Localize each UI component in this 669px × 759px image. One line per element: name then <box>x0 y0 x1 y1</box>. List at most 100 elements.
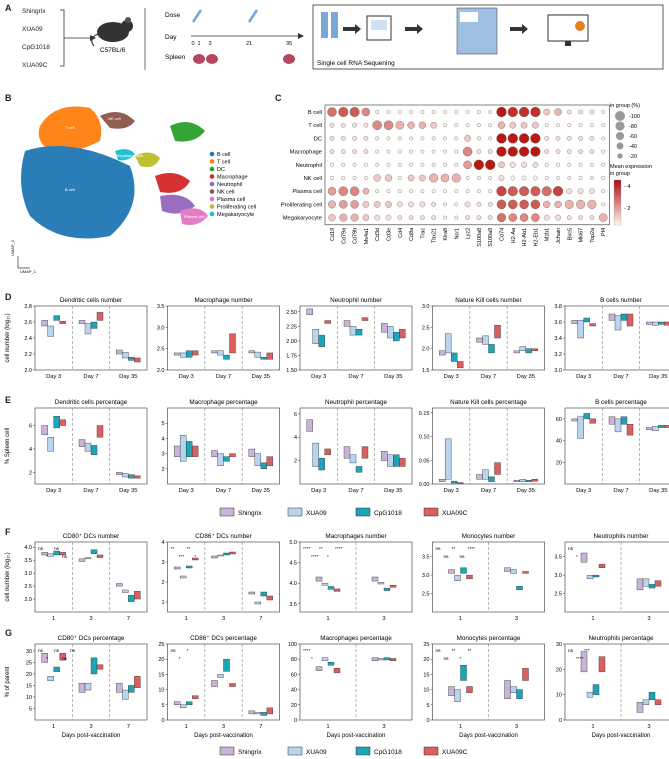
dotplot-dot <box>341 149 346 154</box>
bar-range <box>454 689 461 702</box>
y-tick-label: 20 <box>556 667 562 673</box>
dotplot-dot <box>386 136 391 141</box>
bar-range <box>327 586 335 590</box>
legend-swatch <box>209 204 215 209</box>
panel-letter-g: G <box>5 628 13 638</box>
bar-range <box>260 591 268 597</box>
bar-range <box>589 418 596 424</box>
size-legend-label: -20 <box>629 154 637 160</box>
y-tick-label: 30 <box>26 649 32 655</box>
dotplot-dot <box>397 149 402 154</box>
significance-annotation: ** <box>452 546 456 552</box>
bar-range <box>315 576 323 582</box>
y-tick-label: 5 <box>161 421 164 427</box>
subplot-title: CD80⁺ DCs percentage <box>58 635 125 642</box>
bar-range <box>525 348 533 354</box>
dotplot-dot <box>328 200 336 209</box>
legend-label: XUA09C <box>442 749 468 756</box>
x-tick-label: Day 3 <box>311 374 326 380</box>
bar-range <box>361 317 369 321</box>
x-tick-label: 3 <box>89 724 92 730</box>
dotplot-dot <box>519 133 530 144</box>
bar-range <box>614 315 622 331</box>
dotplot-gene-label: Trac <box>420 228 426 239</box>
significance-annotation: *** <box>179 554 185 560</box>
dotplot-dot <box>352 176 357 180</box>
y-tick-label: 1.5 <box>422 368 430 374</box>
umap-cluster-bcell <box>21 146 135 239</box>
dotplot-dot <box>419 174 426 182</box>
bar-range <box>128 685 135 693</box>
subplot-title: CD80⁺ DCs number <box>63 533 120 540</box>
bar-range <box>387 454 394 467</box>
bar-range <box>217 554 224 557</box>
bar-range <box>90 445 98 455</box>
dotplot-dot <box>420 136 425 141</box>
dotplot-dot <box>352 162 357 167</box>
x-tick-label: 1 <box>326 724 329 730</box>
bar-range <box>349 454 357 464</box>
bar-range <box>185 350 193 358</box>
x-tick-label: Day 7 <box>613 374 628 380</box>
bar-range <box>173 352 181 356</box>
dotplot-dot <box>463 160 472 170</box>
bar-range <box>626 313 634 327</box>
dotplot-dot <box>431 162 436 167</box>
y-tick-label: 4 <box>161 436 164 442</box>
dotplot-dot <box>454 110 459 114</box>
monitor-icon <box>547 14 589 46</box>
day-tick: 3 <box>208 41 211 47</box>
x-tick-label: Day 7 <box>83 374 98 380</box>
legend-label: Shingrix <box>238 749 262 756</box>
y-tick-label: 40 <box>556 439 562 445</box>
dotplot-dot <box>375 189 380 194</box>
bar-range <box>460 665 467 681</box>
y-axis-label: % of parent <box>5 666 11 697</box>
dotplot-dot <box>544 149 549 154</box>
bar-range <box>191 695 199 699</box>
bar-range <box>333 668 341 674</box>
bar-range <box>47 553 54 557</box>
significance-annotation: * <box>327 554 329 560</box>
dotplot-dot <box>496 106 507 118</box>
dotplot-dot <box>556 176 560 180</box>
bar-range <box>248 350 256 354</box>
dotplot-dot <box>464 201 471 208</box>
dotplot-gene-label: H2-Eb1 <box>533 228 539 247</box>
dotplot-dot <box>507 186 518 197</box>
bar-range <box>516 689 523 699</box>
bar-range <box>248 591 256 595</box>
y-tick-label: 25 <box>423 642 429 648</box>
significance-annotation: **** <box>303 648 311 654</box>
dose-label: Dose <box>165 12 181 19</box>
bar-range <box>438 479 446 482</box>
significance-annotation: * <box>311 656 313 662</box>
dotplot-dot <box>556 162 560 167</box>
dotplot-dot <box>440 173 450 183</box>
bar-range <box>191 445 199 457</box>
dotplot-dot <box>564 199 574 209</box>
dotplot-dot <box>476 149 482 154</box>
x-tick-label: 1 <box>185 616 188 622</box>
subplot-frame <box>564 407 669 485</box>
x-tick-label: Day 7 <box>481 488 496 494</box>
panel-letter-a: A <box>5 3 12 13</box>
dotplot-dot <box>375 136 380 141</box>
y-tick-label: 2.5 <box>157 347 165 353</box>
bar-range <box>185 701 193 706</box>
legend-label: Neutrophil <box>217 182 242 188</box>
dotplot-dot <box>465 123 470 128</box>
significance-annotation: * <box>195 554 197 560</box>
dotplot-dot <box>362 201 370 208</box>
y-tick-label: 3.5 <box>157 304 165 310</box>
dotplot-dot <box>330 162 334 167</box>
dotplot-dot <box>420 149 425 154</box>
color-legend-tick: - 4 <box>624 184 630 190</box>
dotplot-dot <box>341 176 346 180</box>
bar-range <box>450 352 458 362</box>
x-tick-label: Day 35 <box>119 488 137 494</box>
panel-letter-f: F <box>5 527 11 537</box>
dotplot-dot <box>519 106 530 118</box>
x-tick-label: Day 3 <box>46 374 61 380</box>
bar-range <box>260 712 268 716</box>
